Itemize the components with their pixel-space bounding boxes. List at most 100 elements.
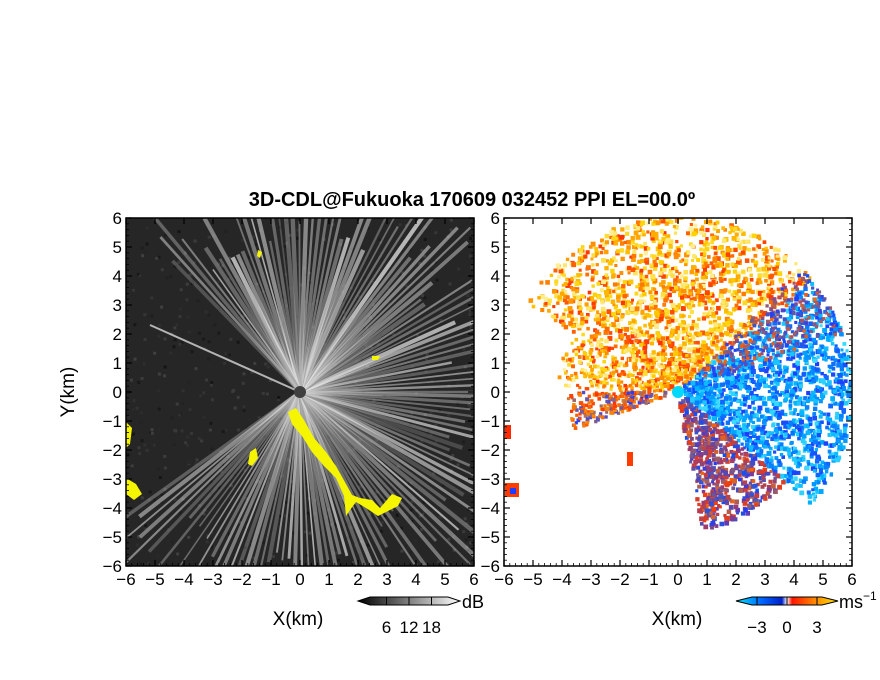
velocity-cell (726, 297, 730, 302)
velocity-cell (789, 411, 793, 415)
velocity-cell (743, 461, 747, 466)
velocity-cell (620, 300, 626, 306)
velocity-cell (818, 414, 823, 419)
velocity-cell (630, 298, 635, 302)
velocity-cell (636, 339, 642, 345)
velocity-cell (691, 383, 697, 388)
velocity-cell (648, 365, 652, 369)
velocity-cell (681, 336, 686, 341)
velocity-cell (797, 401, 801, 406)
velocity-cell (804, 344, 809, 349)
velocity-cell (773, 489, 778, 495)
velocity-cell (596, 317, 600, 322)
velocity-cell (829, 443, 835, 448)
velocity-cell (723, 288, 728, 293)
velocity-cell (718, 407, 724, 412)
noise-cell (207, 313, 211, 317)
velocity-cell (586, 326, 590, 331)
beam (126, 391, 301, 540)
velocity-cell (774, 271, 778, 276)
velocity-cell (701, 358, 705, 362)
velocity-cell (704, 271, 709, 276)
velocity-cell (771, 402, 776, 407)
hard-target-echo (248, 448, 258, 466)
velocity-cell (664, 221, 669, 226)
velocity-cell (655, 220, 661, 225)
velocity-cell (628, 321, 633, 326)
velocity-cell (794, 296, 799, 302)
noise-cell (396, 465, 400, 469)
velocity-cell (681, 399, 686, 404)
velocity-cell (811, 378, 817, 384)
noise-cell (235, 505, 239, 509)
velocity-cell (765, 333, 770, 338)
velocity-cell (848, 380, 852, 385)
velocity-cell (757, 290, 763, 296)
velocity-cell (638, 228, 643, 233)
noise-cell (143, 526, 147, 530)
noise-cell (175, 402, 179, 406)
noise-cell (345, 470, 349, 474)
velocity-cell (616, 308, 622, 314)
velocity-cell (653, 231, 659, 237)
noise-cell (284, 514, 288, 518)
velocity-cell (738, 456, 742, 460)
velocity-cell (768, 287, 774, 293)
velocity-cell (619, 317, 624, 322)
beam (297, 218, 309, 393)
velocity-cell (662, 302, 667, 307)
velocity-cell (617, 373, 622, 378)
noise-cell (157, 255, 161, 259)
velocity-cell (726, 366, 730, 370)
velocity-cell (779, 434, 784, 439)
noise-cell (221, 430, 225, 434)
velocity-cell (838, 405, 844, 410)
noise-cell (286, 387, 290, 391)
velocity-cell (662, 267, 667, 273)
noise-cell (210, 447, 214, 451)
velocity-cell (799, 352, 803, 356)
velocity-cell (798, 356, 802, 360)
velocity-cell (729, 324, 734, 329)
velocity-cell (761, 266, 766, 272)
noise-cell (452, 535, 456, 539)
velocity-cell (784, 420, 789, 425)
velocity-cell (577, 360, 582, 365)
velocity-cell (609, 403, 613, 408)
velocity-cell (666, 372, 671, 378)
velocity-cell (601, 246, 605, 251)
velocity-cell (708, 397, 712, 402)
velocity-cell (687, 439, 692, 445)
noise-cell (351, 561, 355, 565)
velocity-cell (756, 234, 761, 239)
velocity-cell (662, 371, 667, 376)
x-tick-label: −1 (261, 570, 280, 589)
velocity-cell (687, 331, 692, 336)
velocity-cell (735, 379, 741, 384)
velocity-cell (808, 337, 813, 342)
velocity-cell (735, 415, 739, 419)
velocity-cell (639, 271, 644, 276)
y-axis-label: Y(km) (58, 367, 79, 418)
noise-cell (256, 255, 260, 259)
velocity-cell (830, 396, 835, 401)
velocity-cell (576, 273, 581, 278)
velocity-cell (788, 271, 792, 275)
velocity-cell (664, 218, 669, 223)
velocity-cell (815, 388, 821, 393)
velocity-cell (841, 385, 846, 391)
noise-cell (178, 511, 182, 515)
velocity-cell (569, 393, 574, 398)
noise-cell (135, 406, 139, 410)
velocity-cell (686, 231, 690, 236)
velocity-cell (621, 327, 625, 331)
noise-cell (163, 365, 167, 369)
velocity-cell (736, 438, 741, 443)
velocity-cell (681, 258, 685, 262)
velocity-cell (831, 399, 835, 403)
velocity-cell (803, 396, 808, 401)
velocity-cell (724, 330, 729, 336)
velocity-cell (625, 249, 630, 255)
velocity-cell (804, 465, 810, 471)
velocity-cell (604, 249, 609, 255)
